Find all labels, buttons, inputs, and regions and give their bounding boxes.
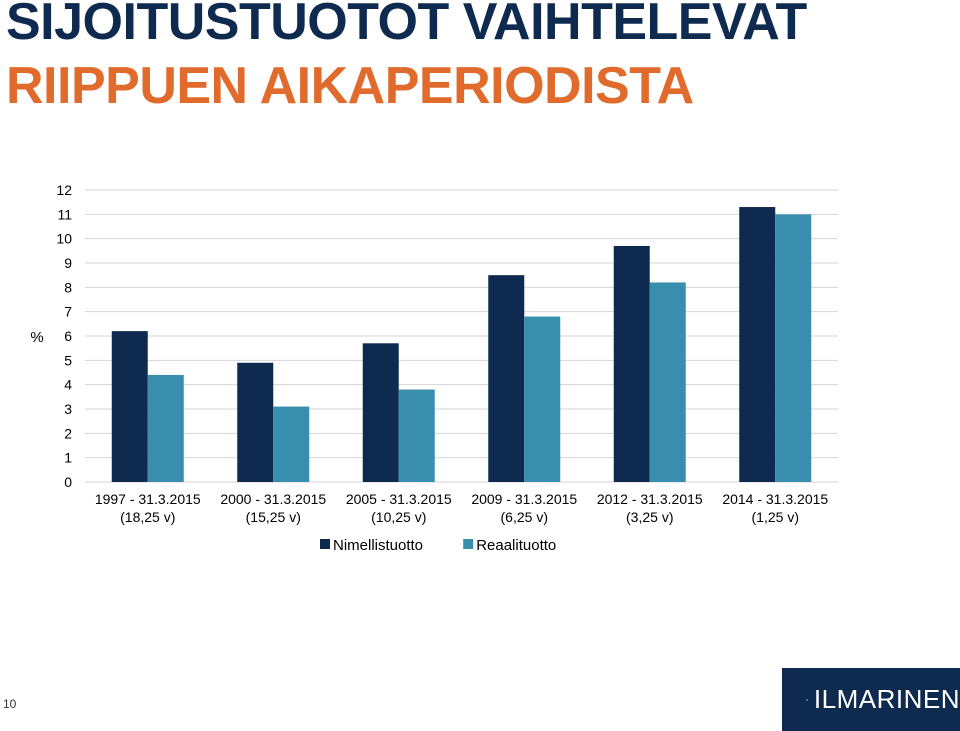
bar-reaalituotto-4 [649,282,686,482]
y-tick-label: 6 [64,328,72,344]
chart-bars [111,207,812,483]
legend-swatch [463,539,474,549]
bar-nimellistuotto-0 [111,331,148,482]
x-tick-label: (3,25 v) [626,509,673,525]
page-number: 10 [3,697,17,711]
x-tick-label: (18,25 v) [120,509,175,525]
slide-title-line1: SIJOITUSTUOTOT VAIHTELEVAT [6,0,807,51]
legend-swatch [320,539,330,549]
bar-nimellistuotto-1 [237,362,274,482]
logo-text: ILMARINEN [813,684,960,714]
y-tick-label: 4 [64,377,72,393]
y-axis-label: % [30,329,43,346]
bar-nimellistuotto-2 [362,343,399,482]
bar-reaalituotto-1 [273,406,310,482]
x-tick-label: 2012 - 31.3.2015 [597,491,703,507]
x-tick-label: 2009 - 31.3.2015 [471,491,577,507]
legend-label: Reaalituotto [476,537,556,554]
bar-reaalituotto-0 [147,374,184,482]
slide-title-line2: RIIPPUEN AIKAPERIODISTA [6,57,694,115]
x-tick-label: 1997 - 31.3.2015 [95,491,201,507]
y-tick-label: 3 [64,401,72,417]
bar-reaalituotto-5 [775,214,812,483]
x-tick-label: 2000 - 31.3.2015 [220,491,326,507]
x-tick-label: (1,25 v) [752,509,799,525]
bar-nimellistuotto-5 [739,207,776,482]
bar-nimellistuotto-4 [613,245,650,482]
y-tick-label: 8 [64,279,72,295]
chart-gridlines [85,189,838,483]
y-tick-label: 7 [64,304,72,320]
chart-legend: Nimellistuotto Reaalituotto [320,537,556,554]
bar-reaalituotto-3 [524,316,561,482]
bar-nimellistuotto-3 [488,275,525,482]
x-tick-label: (6,25 v) [501,509,548,525]
x-tick-label: (10,25 v) [371,509,426,525]
y-tick-label: 12 [56,182,72,198]
y-tick-label: 1 [64,450,72,466]
y-tick-label: 5 [64,352,72,368]
x-tick-label: 2014 - 31.3.2015 [722,491,828,507]
x-axis-ticks: 1997 - 31.3.2015 (18,25 v) 2000 - 31.3.201… [95,491,829,525]
y-tick-label: 2 [64,425,72,441]
bar-reaalituotto-2 [398,389,435,482]
ilmarinen-logo-icon [806,698,808,701]
legend-label: Nimellistuotto [333,537,423,554]
y-tick-label: 11 [57,206,72,222]
y-tick-label: 10 [56,231,72,247]
y-tick-label: 9 [64,255,72,271]
x-tick-label: 2005 - 31.3.2015 [346,491,452,507]
y-tick-label: 0 [64,474,72,490]
ilmarinen-logo: ILMARINEN [782,668,960,731]
x-tick-label: (15,25 v) [246,509,301,525]
